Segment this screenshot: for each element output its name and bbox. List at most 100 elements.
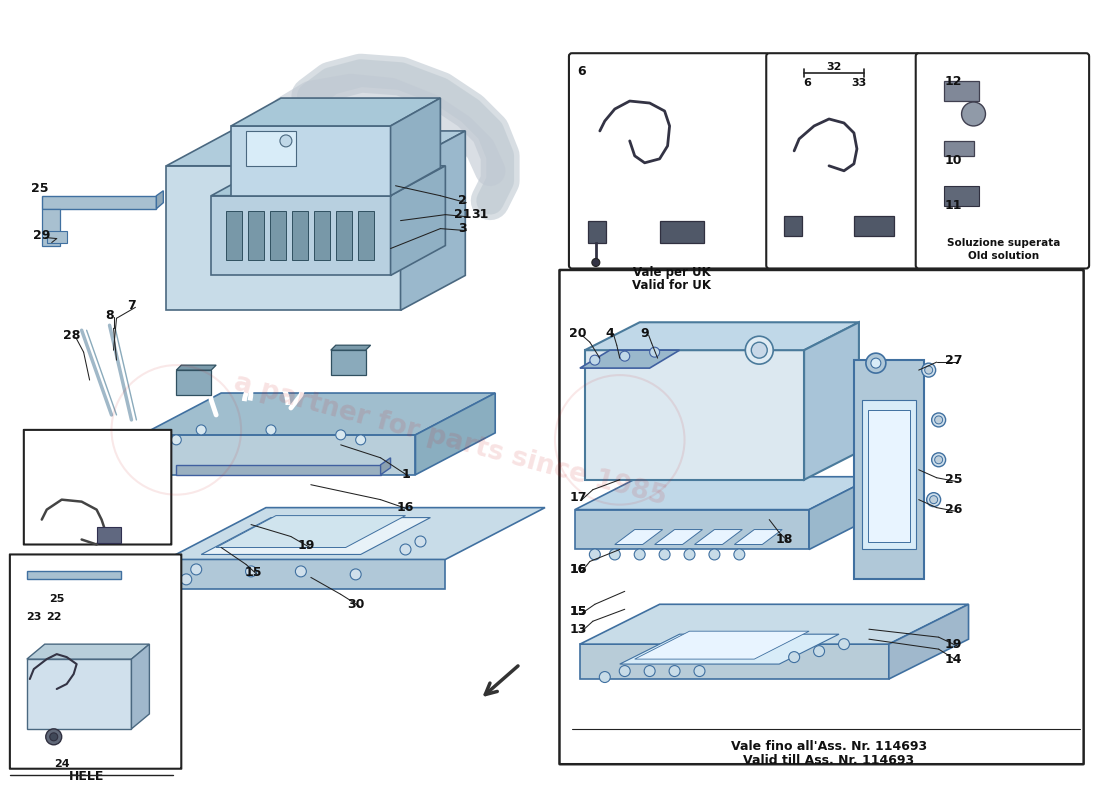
Circle shape [172,435,182,445]
Polygon shape [231,98,440,126]
Text: 28: 28 [63,329,80,342]
Circle shape [592,258,600,266]
Polygon shape [142,435,416,474]
Circle shape [746,336,773,364]
Polygon shape [580,604,968,644]
Text: Vale per UK: Vale per UK [632,266,711,279]
Text: 18: 18 [776,533,793,546]
Circle shape [922,363,936,377]
Text: 15: 15 [244,566,262,579]
Text: 31: 31 [472,208,488,221]
Text: 21: 21 [453,208,471,221]
Text: 15: 15 [569,605,586,618]
Polygon shape [580,644,889,679]
Circle shape [814,646,825,657]
Polygon shape [381,458,390,474]
Polygon shape [735,530,782,545]
Polygon shape [585,350,804,480]
Circle shape [400,544,411,555]
Polygon shape [132,644,150,729]
Polygon shape [166,559,446,590]
Polygon shape [156,190,163,209]
Text: 20: 20 [569,326,586,340]
Circle shape [708,549,719,560]
Text: 19: 19 [297,539,315,552]
Circle shape [751,342,767,358]
Bar [47,230,67,242]
Circle shape [925,366,933,374]
Circle shape [935,456,943,464]
Text: 1: 1 [402,468,410,482]
Text: 25: 25 [50,594,65,604]
Polygon shape [619,634,839,664]
Circle shape [355,435,365,445]
Circle shape [866,353,886,373]
Polygon shape [142,393,495,435]
Circle shape [415,536,426,547]
Polygon shape [231,126,390,196]
Text: Vale fino all'Ass. Nr. 114693: Vale fino all'Ass. Nr. 114693 [732,740,927,754]
Text: 7: 7 [128,299,135,312]
Polygon shape [166,131,465,166]
Circle shape [619,351,629,361]
Polygon shape [292,210,308,261]
Polygon shape [854,360,924,579]
Text: HELE: HELE [69,770,104,783]
Polygon shape [575,510,810,550]
FancyBboxPatch shape [10,554,182,769]
Text: Soluzione superata: Soluzione superata [947,238,1060,247]
Polygon shape [201,518,430,554]
Polygon shape [336,210,352,261]
Circle shape [350,569,361,580]
Polygon shape [217,515,406,547]
Circle shape [600,671,610,682]
Bar [854,216,894,235]
Text: 6: 6 [578,65,586,78]
Circle shape [838,638,849,650]
Polygon shape [416,393,495,474]
Text: 22: 22 [46,612,62,622]
Polygon shape [26,571,121,579]
Circle shape [961,102,986,126]
Text: 32: 32 [826,62,842,72]
Circle shape [336,430,345,440]
Polygon shape [615,530,662,545]
Text: 26: 26 [945,503,962,516]
FancyBboxPatch shape [569,54,769,269]
Circle shape [590,549,601,560]
Bar [587,221,606,242]
Circle shape [789,652,800,662]
Circle shape [684,549,695,560]
Polygon shape [331,345,371,350]
Text: 25: 25 [945,474,962,486]
Polygon shape [635,631,810,659]
Polygon shape [810,477,873,550]
Polygon shape [862,400,915,550]
Bar [246,131,296,166]
Circle shape [619,666,630,677]
Polygon shape [331,350,365,375]
Text: 16: 16 [569,563,586,576]
Text: 27: 27 [945,354,962,366]
Polygon shape [166,166,400,310]
Polygon shape [176,365,217,370]
Circle shape [871,358,881,368]
Polygon shape [804,322,859,480]
Polygon shape [575,477,873,510]
Bar [97,526,121,542]
Text: Valid for UK: Valid for UK [632,279,711,292]
FancyBboxPatch shape [560,270,1084,764]
Text: 2: 2 [458,194,466,207]
Text: 14: 14 [945,653,962,666]
Polygon shape [211,166,446,196]
Polygon shape [585,322,859,350]
Polygon shape [166,508,544,559]
Circle shape [659,549,670,560]
Circle shape [926,493,940,506]
Circle shape [734,549,745,560]
Text: 16: 16 [397,501,415,514]
Polygon shape [26,659,132,729]
Circle shape [245,566,256,577]
Text: a partner for parts since 1985: a partner for parts since 1985 [231,370,670,510]
Polygon shape [227,210,242,261]
